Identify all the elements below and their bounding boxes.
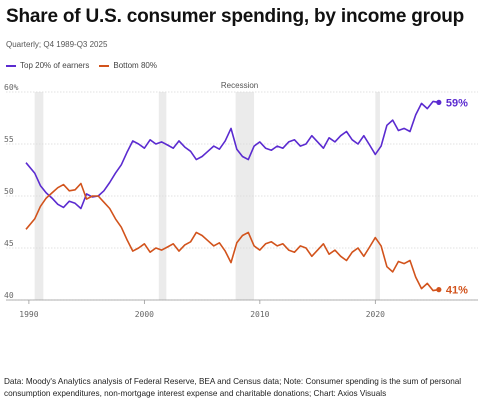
legend-item-bottom-80: Bottom 80% [99,61,157,70]
x-tick-label: 2020 [366,310,385,319]
series-line-bottom-80 [25,182,439,292]
end-label-top-20: 59% [446,97,468,109]
legend-item-top-20: Top 20% of earners [6,61,89,70]
end-point-bottom-80 [436,287,442,293]
y-tick-label: 40 [4,291,14,300]
y-tick-label: 60% [4,83,19,92]
chart-footnote: Data: Moody's Analytics analysis of Fede… [4,377,462,398]
end-label-bottom-80: 41% [446,285,468,297]
legend-label-bottom-80: Bottom 80% [113,61,157,70]
recession-band [375,92,380,300]
chart-title: Share of U.S. consumer spending, by inco… [6,6,465,27]
x-tick-label: 2000 [135,310,154,319]
legend-swatch-bottom-80 [99,64,110,67]
y-tick-label: 45 [4,239,14,248]
recession-band [34,92,44,300]
end-point-top-20 [436,99,442,105]
x-tick-label: 1990 [19,310,38,319]
y-tick-label: 50 [4,187,14,196]
chart-subtitle: Quarterly; Q4 1989-Q3 2025 [6,40,108,49]
recession-label: Recession [221,81,258,90]
legend-swatch-top-20 [6,64,16,67]
y-tick-label: 55 [4,135,14,144]
legend-label-top-20: Top 20% of earners [20,61,90,70]
x-tick-label: 2010 [250,310,269,319]
line-chart: Recession 40 45 50 55 60% 1990 2000 2010 2020 59% 4… [4,81,478,319]
chart-legend: Top 20% of earners Bottom 80% [6,61,157,70]
